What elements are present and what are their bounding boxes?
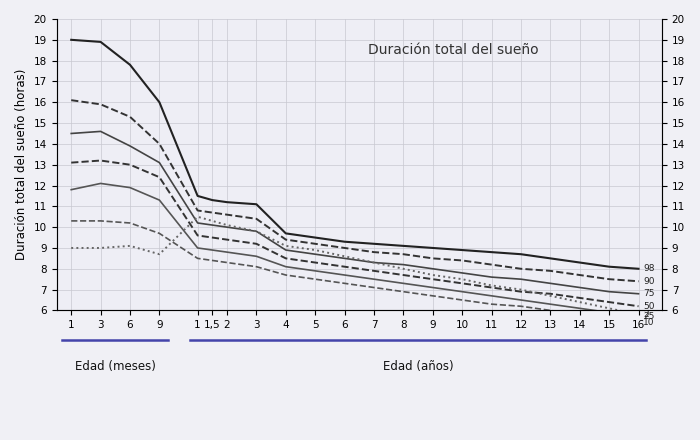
Text: 50: 50 [643,302,654,311]
Text: Duración total del sueño: Duración total del sueño [368,43,538,57]
Text: 25: 25 [643,312,654,321]
Y-axis label: Duración total del sueño (horas): Duración total del sueño (horas) [15,69,28,260]
Text: 75: 75 [643,289,654,298]
Text: 2: 2 [643,310,648,319]
Text: Edad (años): Edad (años) [383,360,454,373]
Text: 90: 90 [643,277,654,286]
Text: 98: 98 [643,264,654,273]
Text: 10: 10 [643,319,654,327]
Text: Edad (meses): Edad (meses) [75,360,156,373]
